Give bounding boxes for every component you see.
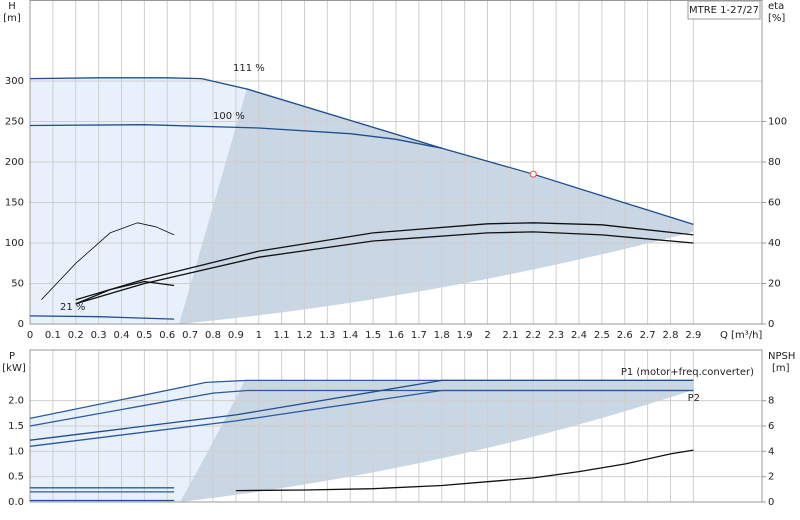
y-axis-unit: [kW] xyxy=(2,363,26,374)
y-tick-label: 50 xyxy=(11,279,24,290)
operating-point xyxy=(529,170,537,178)
x-tick-label: 0 xyxy=(27,330,33,341)
curve xyxy=(29,379,694,441)
curve-label: P2 xyxy=(688,393,700,404)
x-tick-label: 2.9 xyxy=(685,330,701,341)
y2-tick-label: 8 xyxy=(768,396,774,407)
chart-title: MTRE 1-27/27 xyxy=(689,5,759,16)
curve-label: 21 % xyxy=(60,302,85,313)
x-tick-label: 1.9 xyxy=(457,330,473,341)
curve-label: P1 (motor+freq.converter) xyxy=(621,367,754,378)
grid xyxy=(29,0,762,503)
curve xyxy=(75,231,694,305)
range-area xyxy=(30,78,247,324)
operating-area xyxy=(180,380,693,502)
x-tick-label: 1.3 xyxy=(319,330,335,341)
y2-tick-label: 4 xyxy=(768,446,774,457)
y2-tick-label: 20 xyxy=(768,279,781,290)
curve xyxy=(235,449,694,492)
curve-label: 100 % xyxy=(213,111,245,122)
y2-tick-label: 40 xyxy=(768,238,781,249)
curve-label: 111 % xyxy=(233,63,265,74)
x-tick-label: 2.6 xyxy=(617,330,633,341)
x-tick-label: 0.9 xyxy=(228,330,244,341)
x-tick-label: 2 xyxy=(484,330,490,341)
x-tick-label: 0.1 xyxy=(45,330,61,341)
x-tick-label: 1 xyxy=(256,330,262,341)
x-tick-label: 1.6 xyxy=(388,330,404,341)
y2-tick-label: 0 xyxy=(768,319,774,330)
x-tick-label: 2.3 xyxy=(548,330,564,341)
y2-tick-label: 80 xyxy=(768,157,781,168)
y2-axis-unit: [%] xyxy=(768,13,785,24)
y2-tick-label: 100 xyxy=(768,117,787,128)
x-tick-label: 0.3 xyxy=(91,330,107,341)
x-tick-label: 0.8 xyxy=(205,330,221,341)
x-tick-label: 0.6 xyxy=(159,330,175,341)
x-tick-label: 0.4 xyxy=(114,330,130,341)
curve xyxy=(75,222,694,301)
x-tick-label: 2.8 xyxy=(663,330,679,341)
x-tick-label: 0.5 xyxy=(136,330,152,341)
y-tick-label: 1.5 xyxy=(8,421,24,432)
title-box xyxy=(687,0,761,20)
y2-axis-unit: [m] xyxy=(772,363,790,374)
y2-axis-label: eta xyxy=(768,1,784,12)
y-tick-label: 0.5 xyxy=(8,472,24,483)
y2-tick-label: 6 xyxy=(768,421,774,432)
curve xyxy=(75,280,175,305)
y2-axis-label: NPSH xyxy=(768,351,795,362)
curve xyxy=(29,124,442,149)
operating-area xyxy=(179,88,693,324)
x-tick-label: 1.2 xyxy=(297,330,313,341)
y-tick-label: 150 xyxy=(5,198,24,209)
x-tick-label: 0.7 xyxy=(182,330,198,341)
y-tick-label: 0.0 xyxy=(8,497,24,508)
x-tick-label: 2.1 xyxy=(502,330,518,341)
x-tick-label: 2.4 xyxy=(571,330,587,341)
x-tick-label: 1.5 xyxy=(365,330,381,341)
curve xyxy=(29,77,694,226)
range-area xyxy=(30,380,245,502)
x-tick-label: 1.4 xyxy=(342,330,358,341)
y2-tick-label: 2 xyxy=(768,472,774,483)
y-axis-label: H xyxy=(8,1,16,12)
y-tick-label: 250 xyxy=(5,117,24,128)
y-tick-label: 300 xyxy=(5,76,24,87)
y-tick-label: 0 xyxy=(18,319,24,330)
x-tick-label: 2.7 xyxy=(640,330,656,341)
x-tick-label: 2.5 xyxy=(594,330,610,341)
y-tick-label: 2.0 xyxy=(8,396,24,407)
curve xyxy=(29,315,175,320)
y-tick-label: 1.0 xyxy=(8,446,24,457)
x-tick-label: 1.7 xyxy=(411,330,427,341)
x-tick-label: 2.2 xyxy=(525,330,541,341)
curve xyxy=(41,222,175,300)
curve xyxy=(29,389,694,447)
y-axis-unit: [m] xyxy=(3,13,21,24)
y-tick-label: 100 xyxy=(5,238,24,249)
y2-tick-label: 0 xyxy=(768,497,774,508)
y2-tick-label: 60 xyxy=(768,198,781,209)
x-tick-label: 1.8 xyxy=(434,330,450,341)
y-axis-label: P xyxy=(9,351,15,362)
x-tick-label: 0.2 xyxy=(68,330,84,341)
x-axis-label: Q [m³/h] xyxy=(720,330,762,341)
y-tick-label: 200 xyxy=(5,157,24,168)
x-tick-label: 1.1 xyxy=(274,330,290,341)
